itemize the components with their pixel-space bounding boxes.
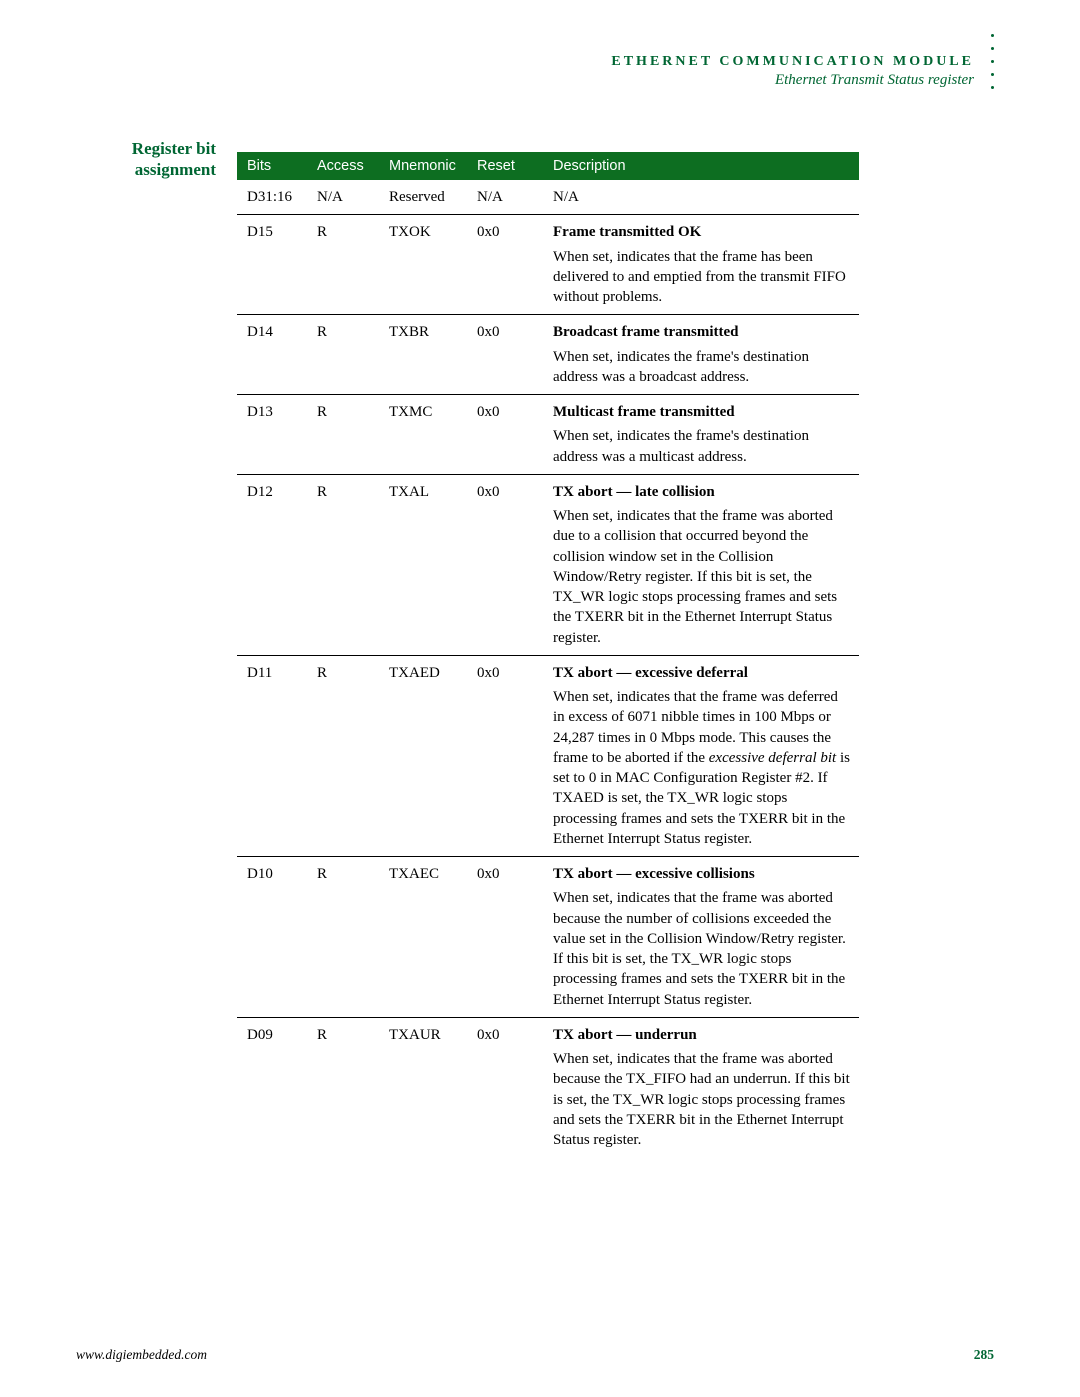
desc-body: When set, indicates the frame's destinat…	[553, 347, 851, 388]
desc-body: When set, indicates that the frame was a…	[553, 506, 851, 648]
col-header-reset: Reset	[469, 152, 545, 180]
dot-icon	[991, 34, 994, 37]
cell-description: Multicast frame transmitted When set, ind…	[545, 395, 859, 475]
cell-reset: 0x0	[469, 857, 545, 1018]
footer-page-number: 285	[974, 1347, 994, 1363]
col-header-access: Access	[309, 152, 381, 180]
desc-body: When set, indicates the frame's destinat…	[553, 426, 851, 467]
cell-bits: D31:16	[237, 180, 309, 215]
cell-mnemonic: TXAED	[381, 655, 469, 856]
desc-title: Frame transmitted OK	[553, 222, 851, 242]
col-header-desc: Description	[545, 152, 859, 180]
cell-reset: 0x0	[469, 215, 545, 315]
desc-title: N/A	[553, 187, 851, 207]
cell-access: R	[309, 215, 381, 315]
cell-access: R	[309, 1017, 381, 1157]
register-table: Bits Access Mnemonic Reset Description D…	[237, 152, 859, 1157]
cell-mnemonic: TXMC	[381, 395, 469, 475]
cell-bits: D10	[237, 857, 309, 1018]
cell-mnemonic: TXAL	[381, 474, 469, 655]
desc-body: When set, indicates that the frame was a…	[553, 888, 851, 1010]
cell-description: Broadcast frame transmitted When set, ind…	[545, 315, 859, 395]
desc-title: TX abort — excessive deferral	[553, 663, 851, 683]
page: ETHERNET COMMUNICATION MODULE Ethernet T…	[0, 0, 1080, 1397]
table-row: D12RTXAL0x0 TX abort — late collision When…	[237, 474, 859, 655]
cell-mnemonic: Reserved	[381, 180, 469, 215]
desc-title: Broadcast frame transmitted	[553, 322, 851, 342]
dot-icon	[991, 47, 994, 50]
table-row: D11RTXAED0x0TX abort — excessive deferra…	[237, 655, 859, 856]
cell-description: TX abort — underrun When set, indicates t…	[545, 1017, 859, 1157]
header-title: ETHERNET COMMUNICATION MODULE	[611, 54, 974, 70]
col-header-mnemonic: Mnemonic	[381, 152, 469, 180]
cell-bits: D15	[237, 215, 309, 315]
cell-mnemonic: TXAUR	[381, 1017, 469, 1157]
desc-body: When set, indicates that the frame was a…	[553, 1049, 851, 1150]
col-header-bits: Bits	[237, 152, 309, 180]
dot-icon	[991, 60, 994, 63]
desc-title: TX abort — excessive collisions	[553, 864, 851, 884]
cell-description: TX abort — excessive collisions When set,…	[545, 857, 859, 1018]
table-row: D31:16N/AReservedN/AN/A	[237, 180, 859, 215]
section-label-line1: Register bit	[132, 139, 216, 158]
desc-body: When set, indicates that the frame has b…	[553, 247, 851, 308]
table-row: D15RTXOK0x0 Frame transmitted OK When set,…	[237, 215, 859, 315]
dot-icon	[991, 86, 994, 89]
cell-bits: D14	[237, 315, 309, 395]
table-row: D10RTXAEC0x0TX abort — excessive collisi…	[237, 857, 859, 1018]
section-label: Register bit assignment	[76, 138, 216, 181]
cell-bits: D12	[237, 474, 309, 655]
cell-reset: 0x0	[469, 655, 545, 856]
cell-bits: D13	[237, 395, 309, 475]
decorative-dots	[991, 34, 994, 89]
cell-bits: D11	[237, 655, 309, 856]
table-header-row: Bits Access Mnemonic Reset Description	[237, 152, 859, 180]
desc-title: Multicast frame transmitted	[553, 402, 851, 422]
header-subtitle: Ethernet Transmit Status register	[611, 72, 974, 89]
table-row: D09RTXAUR0x0 TX abort — underrun When set,…	[237, 1017, 859, 1157]
cell-access: R	[309, 857, 381, 1018]
table-row: D13RTXMC0x0 Multicast frame transmitted Wh…	[237, 395, 859, 475]
cell-access: R	[309, 395, 381, 475]
cell-description: Frame transmitted OK When set, indicates …	[545, 215, 859, 315]
cell-access: N/A	[309, 180, 381, 215]
cell-access: R	[309, 474, 381, 655]
cell-description: TX abort — late collision When set, indic…	[545, 474, 859, 655]
cell-reset: 0x0	[469, 315, 545, 395]
page-header: ETHERNET COMMUNICATION MODULE Ethernet T…	[611, 54, 974, 89]
cell-reset: 0x0	[469, 395, 545, 475]
desc-title: TX abort — late collision	[553, 482, 851, 502]
cell-access: R	[309, 315, 381, 395]
cell-mnemonic: TXOK	[381, 215, 469, 315]
table-row: D14RTXBR0x0 Broadcast frame transmitted Wh…	[237, 315, 859, 395]
desc-title: TX abort — underrun	[553, 1025, 851, 1045]
cell-reset: 0x0	[469, 474, 545, 655]
footer-url: www.digiembedded.com	[76, 1347, 207, 1363]
cell-bits: D09	[237, 1017, 309, 1157]
cell-description: N/A	[545, 180, 859, 215]
cell-mnemonic: TXBR	[381, 315, 469, 395]
cell-mnemonic: TXAEC	[381, 857, 469, 1018]
cell-description: TX abort — excessive deferral When set, i…	[545, 655, 859, 856]
section-label-line2: assignment	[135, 160, 216, 179]
cell-reset: N/A	[469, 180, 545, 215]
desc-body: When set, indicates that the frame was d…	[553, 687, 851, 849]
dot-icon	[991, 73, 994, 76]
cell-access: R	[309, 655, 381, 856]
cell-reset: 0x0	[469, 1017, 545, 1157]
